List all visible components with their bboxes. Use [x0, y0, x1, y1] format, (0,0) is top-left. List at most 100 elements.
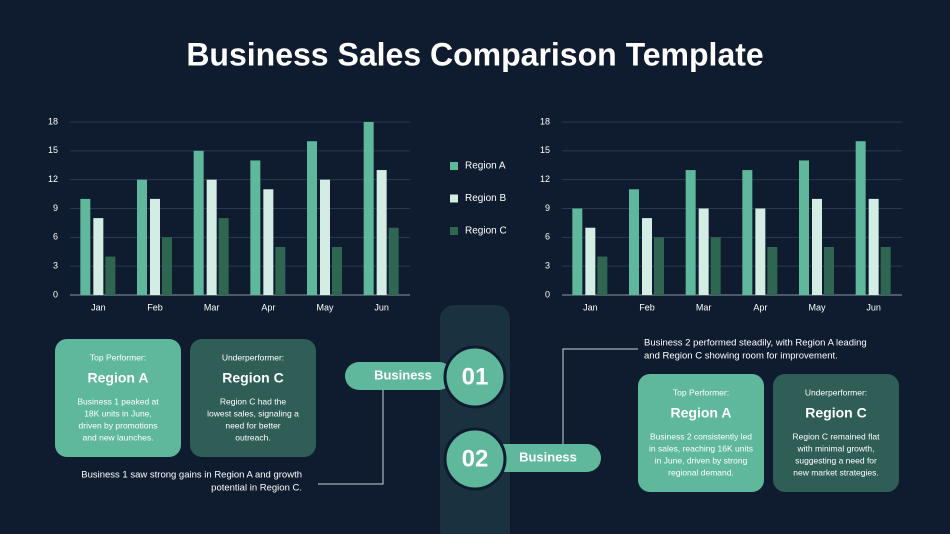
card-heading: Top Performer: — [90, 352, 146, 362]
card-body: in June, driven by strong — [655, 455, 748, 465]
card — [55, 339, 181, 457]
y-tick-label: 18 — [48, 116, 58, 126]
bar — [629, 189, 639, 295]
x-tick-label: Jun — [866, 302, 881, 312]
card-body: driven by promotions — [79, 420, 158, 430]
card — [773, 374, 899, 492]
legend-label: Region C — [465, 226, 507, 237]
y-tick-label: 6 — [545, 232, 550, 242]
x-tick-label: Jan — [91, 302, 106, 312]
y-tick-label: 9 — [545, 203, 550, 213]
x-tick-label: Apr — [753, 302, 767, 312]
bar — [206, 179, 217, 295]
card-body: Business 1 peaked at — [77, 396, 159, 406]
business-note: potential in Region C. — [211, 483, 302, 494]
y-tick-label: 18 — [540, 116, 550, 126]
bar — [150, 198, 160, 295]
legend-label: Region A — [465, 161, 506, 172]
card-body: in sales, reaching 16K units — [649, 443, 753, 453]
card-body: suggesting a need for — [795, 455, 877, 465]
card-body: with minimal growth, — [797, 443, 875, 453]
bar — [376, 170, 387, 295]
bar — [105, 256, 116, 295]
bar — [93, 218, 104, 295]
legend-swatch — [450, 227, 458, 235]
bar — [80, 198, 91, 295]
connector-line — [562, 348, 638, 444]
card-body: Region C remained flat — [793, 431, 881, 441]
legend-swatch — [450, 162, 458, 170]
business-note: Business 2 performed steadily, with Regi… — [644, 338, 867, 349]
x-tick-label: Mar — [696, 302, 712, 312]
business-pill — [345, 362, 453, 390]
y-tick-label: 12 — [48, 174, 58, 184]
bar — [742, 170, 753, 295]
x-tick-label: Feb — [639, 302, 655, 312]
y-tick-label: 12 — [540, 174, 550, 184]
y-tick-label: 3 — [53, 261, 58, 271]
y-tick-label: 6 — [53, 232, 58, 242]
bar — [824, 246, 834, 295]
bar — [868, 198, 879, 295]
card-title: Region A — [88, 370, 149, 386]
bar — [572, 208, 583, 295]
card — [190, 339, 316, 457]
business-label: Business — [374, 367, 432, 382]
bar — [880, 246, 891, 295]
bar — [654, 237, 664, 295]
legend-swatch — [450, 194, 458, 203]
bar — [698, 208, 709, 295]
card-body: lowest sales, signaling a — [207, 408, 299, 418]
bar — [642, 218, 652, 295]
bar — [755, 208, 766, 295]
bar — [137, 179, 147, 295]
x-tick-label: Mar — [204, 302, 220, 312]
card-body: need for better — [225, 420, 280, 430]
card-heading: Top Performer: — [673, 387, 729, 397]
slide-title: Business Sales Comparison Template — [186, 36, 763, 72]
y-tick-label: 9 — [53, 203, 58, 213]
x-tick-label: May — [808, 302, 826, 312]
bar — [307, 141, 317, 295]
y-tick-label: 15 — [540, 145, 550, 155]
bar — [799, 160, 809, 295]
bar — [855, 141, 866, 295]
legend-label: Region B — [465, 193, 506, 204]
card-body: Region C had the — [220, 396, 286, 406]
card-body: outreach. — [235, 432, 270, 442]
connector-line — [318, 390, 384, 485]
bar — [218, 218, 229, 295]
x-tick-label: May — [316, 302, 334, 312]
card — [638, 374, 764, 492]
x-tick-label: Feb — [147, 302, 163, 312]
business-label: Business — [519, 449, 577, 464]
bar — [193, 150, 204, 295]
y-tick-label: 3 — [545, 261, 550, 271]
number-circle — [443, 427, 507, 491]
card-title: Region A — [671, 405, 732, 421]
card-title: Region C — [805, 405, 866, 421]
center-strip — [440, 305, 510, 534]
bar — [597, 256, 608, 295]
bar — [767, 246, 778, 295]
business-note: Business 1 saw strong gains in Region A … — [81, 470, 302, 481]
card-body: Business 2 consistently led — [650, 431, 752, 441]
card-body: regional demand. — [668, 467, 734, 477]
bar — [332, 246, 342, 295]
bar — [250, 160, 261, 295]
y-tick-label: 0 — [545, 289, 550, 299]
bar — [710, 237, 721, 295]
bar — [263, 189, 274, 295]
bar — [275, 246, 286, 295]
number-circle — [443, 345, 507, 409]
bar — [363, 122, 374, 295]
bar — [320, 179, 330, 295]
y-tick-label: 15 — [48, 145, 58, 155]
card-body: and new launches. — [83, 432, 154, 442]
x-tick-label: Jun — [374, 302, 389, 312]
card-heading: Underperformer: — [805, 387, 867, 397]
bar — [162, 237, 172, 295]
card-heading: Underperformer: — [222, 352, 284, 362]
bar — [685, 170, 696, 295]
